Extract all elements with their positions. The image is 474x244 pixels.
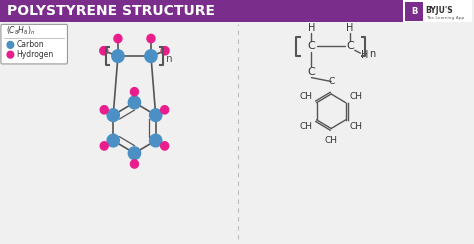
Text: CH: CH <box>325 136 337 145</box>
FancyBboxPatch shape <box>403 0 472 22</box>
FancyBboxPatch shape <box>405 2 423 21</box>
Text: Carbon: Carbon <box>17 41 44 49</box>
Circle shape <box>100 106 108 114</box>
FancyBboxPatch shape <box>0 0 472 22</box>
Circle shape <box>128 147 141 160</box>
Text: CH: CH <box>349 92 363 101</box>
Text: H: H <box>361 50 368 60</box>
Circle shape <box>161 142 169 150</box>
Circle shape <box>130 160 138 168</box>
Text: C: C <box>308 41 315 51</box>
Circle shape <box>107 134 119 147</box>
Text: CH: CH <box>300 122 313 131</box>
Text: POLYSTYRENE STRUCTURE: POLYSTYRENE STRUCTURE <box>7 4 215 18</box>
Circle shape <box>7 51 14 58</box>
FancyBboxPatch shape <box>1 24 67 64</box>
Circle shape <box>128 96 141 109</box>
Circle shape <box>7 41 14 48</box>
Circle shape <box>161 106 169 114</box>
Text: H: H <box>346 23 354 33</box>
Text: Hydrogen: Hydrogen <box>17 50 54 59</box>
Circle shape <box>100 47 108 55</box>
Circle shape <box>150 109 162 122</box>
Text: H: H <box>308 23 315 33</box>
Circle shape <box>107 109 119 122</box>
Text: C: C <box>328 77 334 86</box>
Circle shape <box>130 88 138 96</box>
Circle shape <box>100 142 108 150</box>
Circle shape <box>150 134 162 147</box>
Text: CH: CH <box>349 122 363 131</box>
Text: $(C_8H_8)_n$: $(C_8H_8)_n$ <box>6 24 36 37</box>
Text: BYJU'S: BYJU'S <box>426 6 453 15</box>
Circle shape <box>147 34 155 43</box>
Text: n: n <box>165 54 172 64</box>
Circle shape <box>114 34 122 43</box>
Circle shape <box>145 50 157 62</box>
Text: n: n <box>369 49 375 59</box>
Text: B: B <box>411 7 418 16</box>
Text: The Learning App: The Learning App <box>426 16 464 20</box>
Text: CH: CH <box>300 92 313 101</box>
Text: C: C <box>346 41 354 51</box>
Text: C: C <box>308 67 315 77</box>
Circle shape <box>112 50 124 62</box>
Circle shape <box>161 47 169 55</box>
